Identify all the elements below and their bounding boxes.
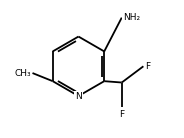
Text: CH₃: CH₃	[15, 69, 31, 78]
Text: F: F	[119, 110, 124, 119]
Text: NH₂: NH₂	[123, 13, 140, 22]
Text: N: N	[75, 91, 82, 101]
Text: F: F	[145, 62, 151, 71]
